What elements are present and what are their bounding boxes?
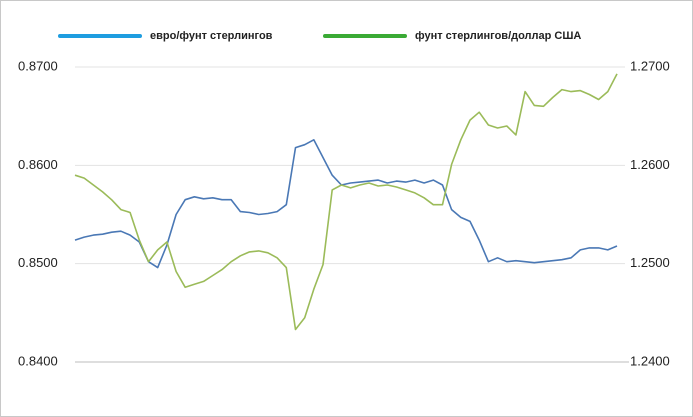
y2-tick-label: 1.2600 xyxy=(630,157,670,172)
legend-text: евро/фунт стерлингов xyxy=(150,30,273,42)
y-tick-label: 0.8600 xyxy=(18,157,58,172)
y2-tick-label: 1.2400 xyxy=(630,353,670,368)
series-line xyxy=(74,73,618,331)
y-tick-label: 0.8700 xyxy=(18,58,58,73)
y2-tick-label: 1.2700 xyxy=(630,58,670,73)
series-line xyxy=(74,139,618,269)
legend-text: фунт стерлингов/доллар США xyxy=(415,30,581,42)
y2-tick-label: 1.2500 xyxy=(630,255,670,270)
y-tick-label: 0.8400 xyxy=(18,353,58,368)
y-tick-label: 0.8500 xyxy=(18,255,58,270)
